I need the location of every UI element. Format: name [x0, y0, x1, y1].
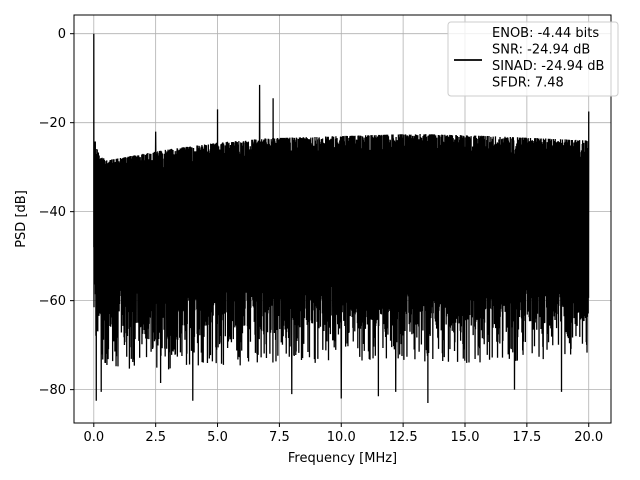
axes-frame [73, 14, 612, 424]
y-axis-ticks: 0 −20 −40 −60 −80 [39, 27, 74, 398]
y-tick-label: −40 [39, 205, 66, 220]
legend: ENOB: -4.44 bits SNR: -24.94 dB SINAD: -24… [447, 21, 619, 97]
psd-line [93, 33, 590, 403]
x-tick-label: 15.0 [451, 430, 480, 445]
x-tick-label: 0.0 [83, 430, 104, 445]
x-tick-label: 2.5 [145, 430, 166, 445]
x-axis-ticks: 0.0 2.5 5.0 7.5 10.0 12.5 15.0 17.5 20.0 [83, 423, 603, 445]
x-axis-label: Frequency [MHz] [288, 451, 397, 466]
y-tick-label: −80 [39, 383, 66, 398]
x-tick-label: 5.0 [207, 430, 228, 445]
x-tick-label: 10.0 [327, 430, 356, 445]
plot-frame [73, 14, 612, 424]
legend-label: ENOB: -4.44 bits SNR: -24.94 dB SINAD: -24… [492, 26, 604, 91]
x-tick-label: 17.5 [512, 430, 541, 445]
y-tick-label: −60 [39, 294, 66, 309]
y-tick-label: 0 [58, 27, 66, 42]
y-tick-label: −20 [39, 116, 66, 131]
legend-box [447, 21, 619, 97]
x-tick-label: 7.5 [269, 430, 290, 445]
x-tick-label: 12.5 [389, 430, 418, 445]
x-tick-label: 20.0 [574, 430, 603, 445]
psd-series [93, 33, 590, 403]
y-axis-label: PSD [dB] [14, 190, 29, 248]
